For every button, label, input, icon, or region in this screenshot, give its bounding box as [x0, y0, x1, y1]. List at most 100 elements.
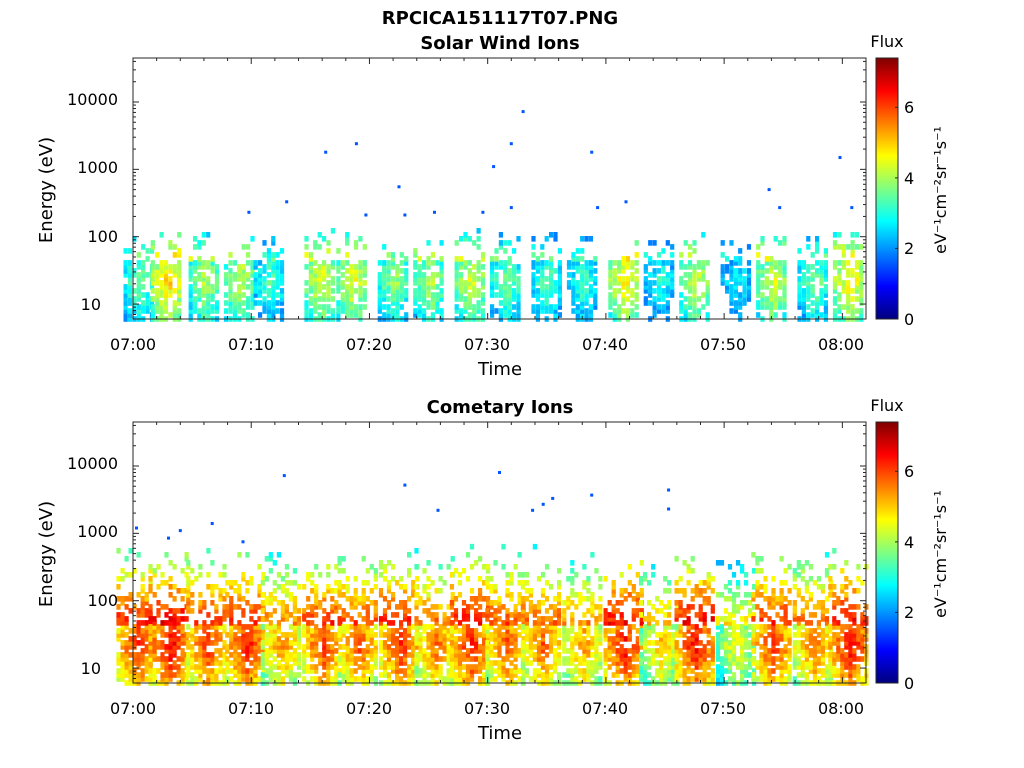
heatmap-cell	[271, 280, 276, 286]
heatmap-cell	[306, 652, 311, 658]
heatmap-cell	[127, 260, 133, 266]
heatmap-cell	[461, 676, 467, 682]
heatmap-cell	[593, 288, 598, 294]
heatmap-cell	[422, 636, 427, 642]
heatmap-cell	[505, 640, 510, 646]
heatmap-cell	[373, 584, 378, 590]
heatmap-cell	[341, 616, 346, 622]
heatmap-cell	[682, 608, 687, 614]
heatmap-cell	[812, 676, 817, 682]
heatmap-cell	[369, 588, 374, 594]
heatmap-cell	[386, 636, 392, 642]
heatmap-cell	[413, 252, 418, 258]
heatmap-cell	[746, 280, 752, 286]
heatmap-cell	[214, 268, 220, 274]
heatmap-cell	[218, 620, 223, 626]
heatmap-cell	[797, 292, 802, 298]
heatmap-cell	[148, 588, 153, 594]
heatmap-cell	[430, 648, 435, 654]
colorbar-tick-label: 0	[904, 310, 914, 329]
heatmap-cell	[528, 632, 533, 638]
heatmap-cell	[262, 264, 267, 270]
heatmap-cell	[544, 288, 549, 294]
heatmap-cell	[513, 672, 518, 678]
heatmap-cell	[197, 308, 202, 314]
heatmap-cell	[159, 312, 164, 318]
heatmap-cell	[727, 656, 733, 662]
heatmap-cell	[557, 672, 562, 678]
heatmap-cell	[386, 280, 391, 286]
heatmap-cell	[280, 652, 285, 658]
heatmap-cell	[280, 612, 285, 618]
heatmap-cell	[225, 632, 230, 638]
x-axis-label: Time	[477, 359, 522, 380]
heatmap-cell	[760, 300, 765, 306]
heatmap-cell	[783, 660, 788, 666]
heatmap-cell	[172, 564, 177, 570]
heatmap-cell	[580, 296, 585, 302]
heatmap-cell	[729, 284, 734, 290]
heatmap-cell	[430, 632, 435, 638]
heatmap-cell	[210, 592, 215, 598]
heatmap-cell	[271, 288, 276, 294]
heatmap-cell	[284, 668, 289, 674]
heatmap-cell	[159, 260, 164, 266]
heatmap-cell	[403, 648, 408, 654]
heatmap-cell	[353, 640, 358, 646]
heatmap-cell	[690, 652, 695, 658]
heatmap-cell	[759, 628, 764, 634]
heatmap-cell	[214, 308, 220, 314]
heatmap-cell	[663, 588, 668, 594]
heatmap-cell	[740, 644, 745, 650]
heatmap-cell	[792, 604, 797, 610]
heatmap-cell	[521, 620, 526, 626]
heatmap-cell	[403, 612, 408, 618]
heatmap-cell	[755, 632, 760, 638]
heatmap-cell	[698, 608, 703, 614]
heatmap-cells	[116, 471, 869, 686]
heatmap-cell	[345, 232, 350, 238]
heatmap-cell	[439, 268, 444, 274]
heatmap-cell	[172, 304, 177, 310]
heatmap-cell	[740, 672, 745, 678]
heatmap-cell	[314, 668, 319, 674]
heatmap-cell	[241, 264, 246, 270]
heatmap-cell	[612, 280, 617, 286]
heatmap-cell	[655, 620, 660, 626]
heatmap-cell	[682, 640, 687, 646]
heatmap-cell	[395, 648, 400, 654]
heatmap-cell	[593, 276, 598, 282]
heatmap-cell	[326, 240, 331, 246]
heatmap-cell	[476, 308, 481, 314]
heatmap-cell	[787, 652, 792, 658]
heatmap-cell	[172, 660, 177, 666]
heatmap-cell	[755, 560, 760, 566]
heatmap-cell	[570, 628, 575, 634]
heatmap-cell	[438, 632, 443, 638]
heatmap-cell	[692, 264, 697, 270]
heatmap-cell	[253, 628, 258, 634]
heatmap-cell	[395, 664, 400, 670]
heatmap-cell	[608, 272, 613, 278]
heatmap-cell	[643, 668, 648, 674]
heatmap-cell	[426, 300, 431, 306]
heatmap-cell	[354, 142, 358, 146]
heatmap-cell	[224, 280, 229, 286]
heatmap-cell	[720, 276, 725, 282]
heatmap-cell	[193, 244, 198, 250]
heatmap-cell	[540, 648, 546, 654]
heatmap-cell	[566, 668, 571, 674]
heatmap-cell	[253, 276, 258, 282]
heatmap-cell	[148, 568, 153, 574]
heatmap-cell	[413, 276, 418, 282]
heatmap-cell	[253, 288, 258, 294]
heatmap-cell	[288, 592, 293, 598]
heatmap-cell	[801, 292, 806, 298]
heatmap-cell	[193, 268, 198, 274]
heatmap-cell	[390, 292, 396, 298]
heatmap-cell	[353, 604, 358, 610]
heatmap-cell	[615, 632, 620, 638]
heatmap-cell	[580, 288, 585, 294]
heatmap-cell	[773, 236, 778, 242]
heatmap-cell	[258, 288, 263, 294]
